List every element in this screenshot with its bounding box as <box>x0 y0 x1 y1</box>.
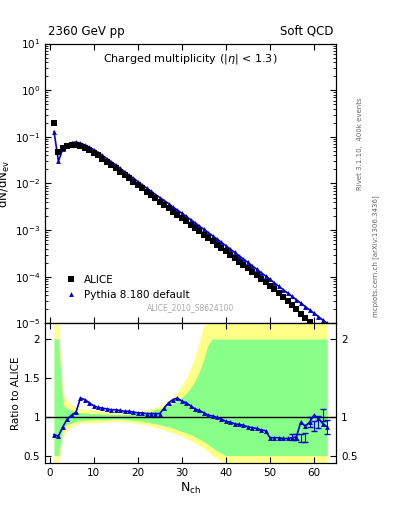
Pythia 8.180 default <box>241 256 246 262</box>
Y-axis label: dN/dN$_{\mathsf{ev}}$: dN/dN$_{\mathsf{ev}}$ <box>0 159 12 207</box>
Pythia 8.180 default <box>320 317 325 323</box>
Text: ALICE_2010_S8624100: ALICE_2010_S8624100 <box>147 303 234 312</box>
ALICE <box>180 215 184 221</box>
Pythia 8.180 default <box>188 217 193 223</box>
Pythia 8.180 default <box>325 321 330 327</box>
Pythia 8.180 default <box>51 129 56 135</box>
ALICE <box>320 333 325 339</box>
Text: Charged multiplicity ($|\eta|$ < 1.3): Charged multiplicity ($|\eta|$ < 1.3) <box>103 52 278 66</box>
Line: Pythia 8.180 default: Pythia 8.180 default <box>51 129 330 326</box>
Line: ALICE: ALICE <box>51 120 330 344</box>
Text: Rivet 3.1.10,  400k events: Rivet 3.1.10, 400k events <box>356 97 363 189</box>
Legend: ALICE, Pythia 8.180 default: ALICE, Pythia 8.180 default <box>59 271 194 304</box>
ALICE <box>325 338 330 344</box>
Text: 2360 GeV pp: 2360 GeV pp <box>48 25 125 38</box>
ALICE <box>51 120 56 126</box>
Text: Soft QCD: Soft QCD <box>279 25 333 38</box>
ALICE <box>241 262 246 268</box>
Pythia 8.180 default <box>135 179 140 185</box>
ALICE <box>127 175 131 181</box>
Pythia 8.180 default <box>127 172 131 178</box>
Text: mcplots.cern.ch [arXiv:1306.3436]: mcplots.cern.ch [arXiv:1306.3436] <box>372 195 379 317</box>
X-axis label: N$_{\mathsf{ch}}$: N$_{\mathsf{ch}}$ <box>180 481 201 496</box>
ALICE <box>135 182 140 188</box>
Y-axis label: Ratio to ALICE: Ratio to ALICE <box>11 357 21 430</box>
Pythia 8.180 default <box>180 210 184 216</box>
ALICE <box>188 222 193 228</box>
